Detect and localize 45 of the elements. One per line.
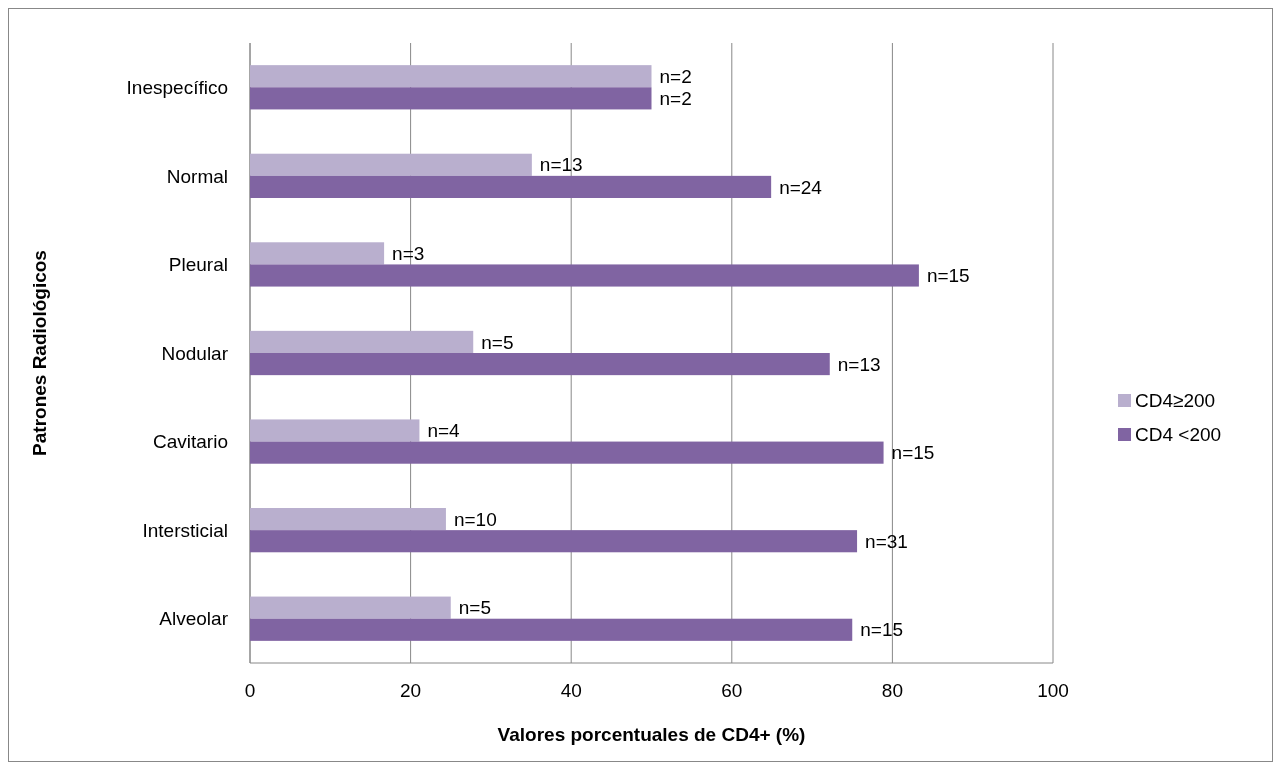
bar (250, 87, 652, 110)
annotation: n=2 (659, 88, 692, 110)
annotation: n=5 (458, 597, 491, 619)
bar (250, 353, 830, 376)
annotation: n=24 (779, 176, 823, 198)
bar (250, 153, 532, 176)
x-axis-title: Valores porcentuales de CD4+ (%) (497, 724, 806, 745)
bar (250, 618, 853, 641)
x-tick-label: 80 (881, 680, 903, 701)
legend-label: CD4≥200 (1135, 389, 1216, 411)
bar (250, 175, 772, 198)
x-tick-label: 20 (400, 680, 422, 701)
bar (250, 419, 420, 442)
annotation: n=2 (659, 65, 692, 87)
bar (250, 65, 652, 88)
bar (250, 242, 385, 265)
annotation: n=15 (891, 442, 935, 464)
annotation: n=15 (860, 619, 904, 641)
y-tick-label: Alveolar (159, 608, 229, 630)
y-tick-label: Normal (166, 165, 228, 187)
bar (250, 596, 451, 619)
annotation: n=13 (837, 353, 881, 375)
bar (250, 530, 858, 553)
x-tick-label: 100 (1037, 680, 1069, 701)
bar (250, 264, 919, 287)
y-tick-label: Intersticial (142, 519, 228, 541)
y-tick-label: Cavitario (153, 431, 228, 453)
y-axis-title: Patrones Radiológicos (29, 250, 50, 456)
annotation: n=13 (539, 154, 583, 176)
x-tick-label: 60 (721, 680, 743, 701)
legend-label: CD4 <200 (1135, 423, 1222, 445)
bar (250, 441, 884, 464)
annotation: n=4 (427, 420, 461, 442)
annotation: n=5 (481, 331, 514, 353)
bar (250, 508, 446, 531)
annotation: n=31 (865, 530, 908, 552)
x-tick-label: 0 (244, 680, 256, 701)
bar (250, 330, 474, 353)
y-tick-label: Nodular (161, 342, 229, 364)
annotation: n=15 (926, 265, 970, 287)
y-tick-label: Inespecífico (126, 76, 228, 98)
x-tick-label: 40 (560, 680, 582, 701)
annotation: n=10 (453, 508, 497, 530)
y-tick-label: Pleural (168, 254, 228, 276)
annotation: n=3 (392, 243, 425, 265)
